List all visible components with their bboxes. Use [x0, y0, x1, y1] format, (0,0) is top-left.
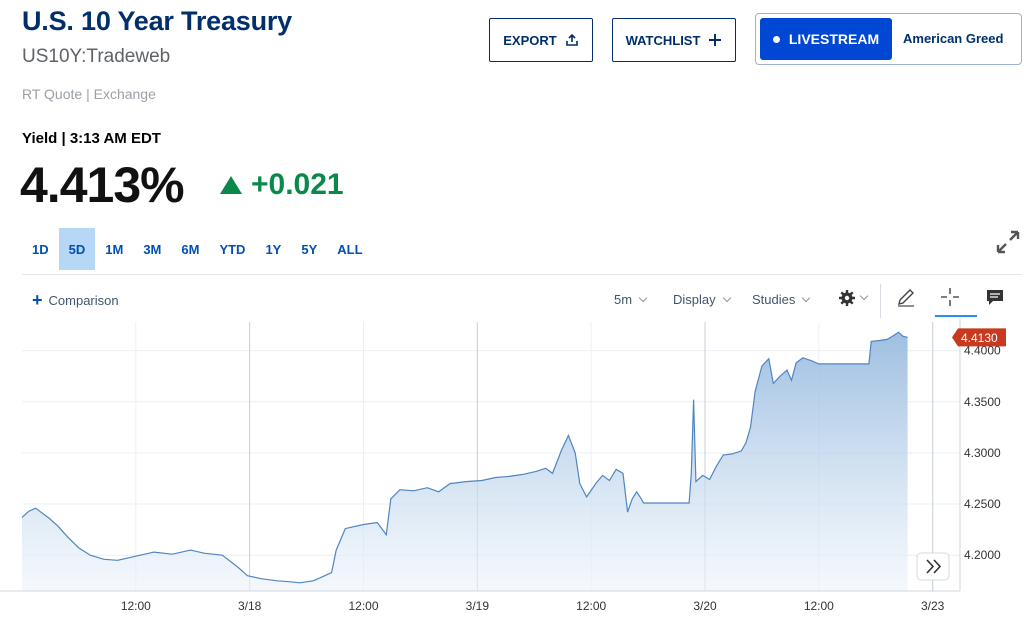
last-value-label: 4.4130: [961, 331, 998, 345]
livestream-panel: LIVESTREAM American Greed: [755, 13, 1022, 65]
chevron-down-icon: [638, 293, 648, 303]
yield-timestamp: Yield | 3:13 AM EDT: [22, 130, 161, 147]
x-tick-label: 12:00: [348, 599, 378, 613]
y-tick-label: 4.3000: [964, 446, 1001, 460]
y-tick-label: 4.4000: [964, 344, 1001, 358]
watchlist-button[interactable]: WATCHLIST: [612, 18, 736, 62]
up-arrow-icon: [220, 176, 242, 194]
plus-icon: [709, 34, 722, 46]
settings-button[interactable]: [838, 289, 869, 307]
show-name-link[interactable]: American Greed: [903, 31, 1004, 46]
x-tick-label: 3/20: [693, 599, 717, 613]
plus-icon: +: [32, 290, 43, 310]
range-3m[interactable]: 3M: [143, 241, 162, 257]
y-tick-label: 4.3500: [964, 395, 1001, 409]
price-value: 4.413%: [20, 157, 185, 213]
comparison-label: Comparison: [48, 293, 119, 308]
quote-source-label: RT Quote | Exchange: [22, 86, 156, 102]
display-dropdown[interactable]: Display: [673, 292, 731, 307]
x-tick-label: 3/23: [921, 599, 945, 613]
comparison-button[interactable]: + Comparison: [32, 290, 119, 310]
x-tick-label: 12:00: [804, 599, 834, 613]
chevron-down-icon: [722, 293, 731, 303]
share-icon: [565, 33, 578, 46]
range-1y[interactable]: 1Y: [265, 241, 282, 257]
export-label: EXPORT: [503, 32, 557, 48]
livestream-button[interactable]: LIVESTREAM: [760, 18, 892, 60]
crosshair-icon[interactable]: [940, 287, 960, 307]
double-chevron-right-icon: [926, 559, 942, 574]
interval-label: 5m: [614, 292, 633, 307]
range-ytd[interactable]: YTD: [219, 241, 246, 257]
divider: [22, 274, 1022, 275]
time-range-selector: 1D 5D 1M 3M 6M YTD 1Y 5Y ALL: [22, 228, 373, 270]
display-label: Display: [673, 292, 716, 307]
x-tick-label: 12:00: [121, 599, 151, 613]
gear-icon: [839, 290, 855, 306]
chart-area[interactable]: 4.4000 4.3500 4.3000 4.2500 4.2000 12:00 3/18…: [0, 318, 1024, 620]
range-all[interactable]: ALL: [337, 241, 363, 257]
interval-dropdown[interactable]: 5m: [614, 292, 648, 307]
price-area: [22, 332, 908, 591]
y-tick-label: 4.2000: [964, 548, 1001, 562]
x-tick-label: 12:00: [576, 599, 606, 613]
last-value-badge: [952, 328, 1006, 347]
change-group: +0.021: [220, 168, 344, 202]
studies-label: Studies: [752, 292, 796, 307]
chevron-down-icon: [859, 291, 869, 301]
range-6m[interactable]: 6M: [181, 241, 200, 257]
live-dot-icon: [772, 35, 780, 43]
annotation-icon[interactable]: [985, 287, 1005, 307]
x-tick-label: 3/19: [466, 599, 490, 613]
y-tick-label: 4.2500: [964, 497, 1001, 511]
active-tool-indicator: [935, 315, 977, 317]
symbol-label: US10Y:Tradeweb: [22, 46, 171, 67]
range-5d[interactable]: 5D: [58, 228, 96, 270]
export-button[interactable]: EXPORT: [489, 18, 593, 62]
page-title: U.S. 10 Year Treasury: [22, 6, 292, 36]
range-1m[interactable]: 1M: [105, 241, 124, 257]
price-line: [21, 331, 908, 584]
x-tick-label: 3/18: [238, 599, 262, 613]
change-value: +0.021: [251, 168, 344, 201]
range-5y[interactable]: 5Y: [301, 241, 318, 257]
expand-icon[interactable]: [995, 229, 1021, 255]
chevron-down-icon: [802, 293, 811, 303]
pencil-icon[interactable]: [896, 287, 916, 307]
toolbar-separator: [880, 284, 881, 318]
studies-dropdown[interactable]: Studies: [752, 292, 811, 307]
watchlist-label: WATCHLIST: [625, 32, 701, 48]
range-1d[interactable]: 1D: [32, 241, 49, 257]
livestream-label: LIVESTREAM: [788, 31, 880, 47]
scroll-forward-button[interactable]: [916, 552, 950, 581]
